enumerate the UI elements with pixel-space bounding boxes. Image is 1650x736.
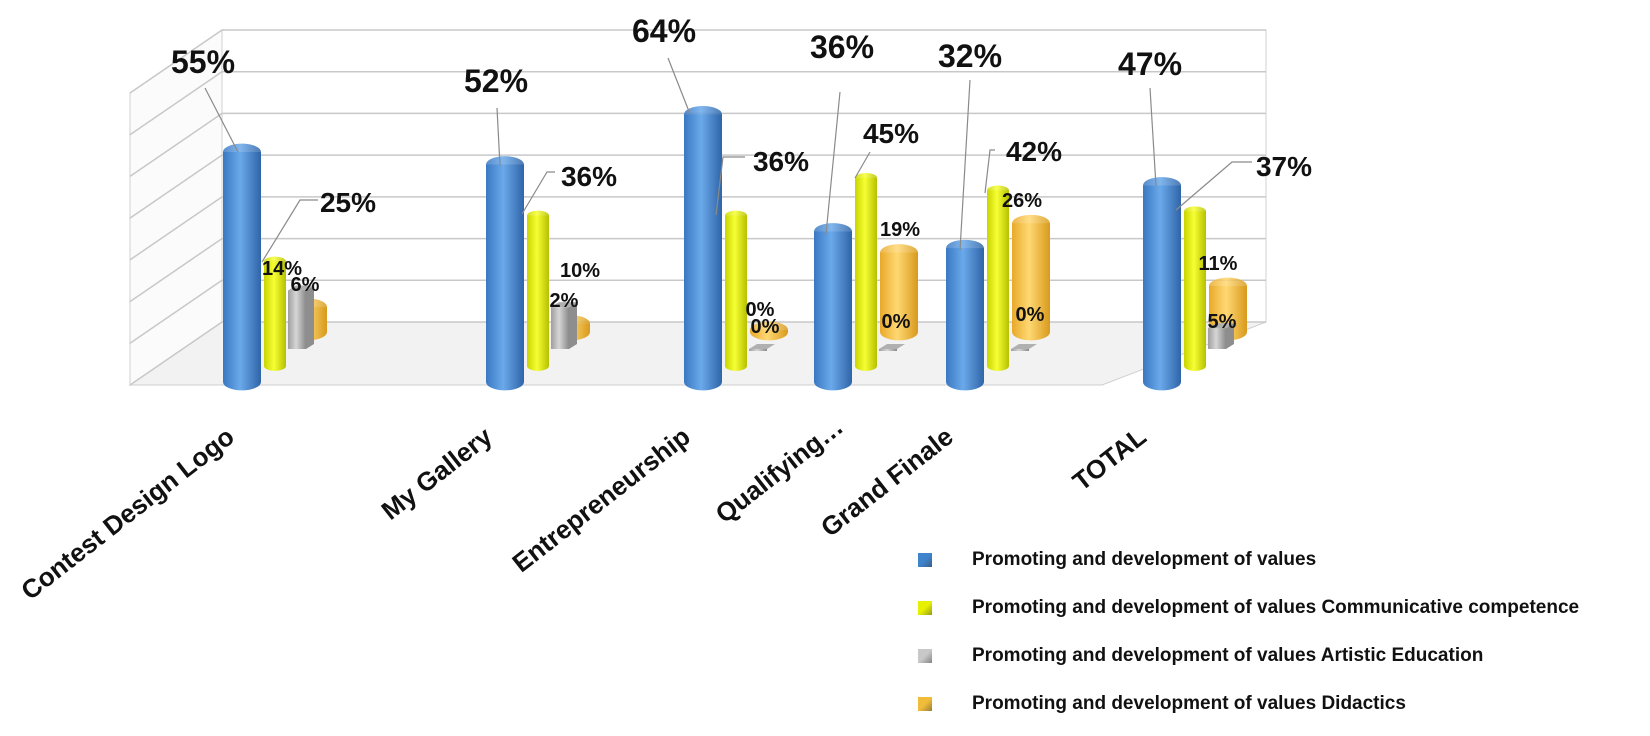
data-label-0-4: 32% <box>938 38 1002 74</box>
bar-2-4 <box>1011 344 1037 351</box>
data-label-2-1: 10% <box>560 260 600 282</box>
legend-swatch <box>918 553 932 567</box>
leader-line <box>496 107 501 167</box>
side-gridline <box>129 71 223 136</box>
bar-1-1 <box>527 210 549 371</box>
leader-line <box>521 171 555 215</box>
bar-3-4 <box>1012 214 1050 341</box>
leader-line <box>1175 161 1252 211</box>
leader-line <box>825 91 841 235</box>
data-label-1-1: 36% <box>561 161 617 192</box>
data-label-3-5: 11% <box>1199 253 1238 275</box>
data-label-0-2: 64% <box>632 13 696 49</box>
category-label: Entrepreneurship <box>506 421 695 578</box>
bar-2-5 <box>1208 323 1234 349</box>
data-label-1-4: 42% <box>1006 136 1062 167</box>
bar-1-5 <box>1184 206 1206 371</box>
leader-line <box>204 87 239 153</box>
leader-line <box>1149 87 1157 187</box>
legend-swatch <box>918 697 932 711</box>
leader-line <box>959 79 971 251</box>
legend: Promoting and development of values Promo… <box>918 536 1579 728</box>
data-label-2-5: 5% <box>1208 311 1237 333</box>
bar-3-3 <box>880 244 918 341</box>
legend-item: Promoting and development of values Comm… <box>918 584 1579 632</box>
bar-1-4 <box>987 185 1009 371</box>
side-gridline <box>129 321 223 386</box>
side-gridline <box>129 196 223 261</box>
bar-1-3 <box>855 172 877 371</box>
category-label: TOTAL <box>1067 421 1152 497</box>
data-label-0-3: 36% <box>810 29 874 65</box>
bar-2-2 <box>749 344 775 351</box>
bar-0-0 <box>223 143 261 391</box>
side-gridline <box>129 112 223 178</box>
leader-line <box>854 151 871 179</box>
bar-1-0 <box>264 256 286 371</box>
data-label-3-4: 26% <box>1002 190 1042 212</box>
bar-2-3 <box>879 344 905 351</box>
side-gridline <box>129 279 223 344</box>
legend-label: Promoting and development of values Arti… <box>972 645 1484 666</box>
data-label-1-0: 25% <box>320 187 376 218</box>
data-label-1-5: 37% <box>1256 151 1312 182</box>
data-label-3-1: 2% <box>550 290 579 312</box>
bar-2-0 <box>288 285 314 349</box>
bar-1-2 <box>725 210 747 371</box>
data-label-0-0: 55% <box>171 44 235 80</box>
bar-0-2 <box>684 106 722 391</box>
data-label-3-0: 6% <box>291 274 320 296</box>
legend-swatch <box>918 649 932 663</box>
bar-0-4 <box>946 239 984 391</box>
bar-0-5 <box>1143 177 1181 391</box>
leader-line <box>261 199 318 263</box>
bar-0-3 <box>814 223 852 391</box>
side-gridline <box>129 154 223 219</box>
legend-swatch <box>918 601 932 615</box>
data-label-1-3: 45% <box>863 118 919 149</box>
bar-0-1 <box>486 156 524 391</box>
data-label-2-3: 0% <box>882 311 911 333</box>
data-label-3-3: 19% <box>880 219 920 241</box>
data-label-0-5: 47% <box>1118 46 1182 82</box>
data-label-0-1: 52% <box>464 63 528 99</box>
leader-line <box>667 57 691 115</box>
data-label-3-2: 0% <box>746 299 775 321</box>
legend-label: Promoting and development of values <box>972 549 1317 570</box>
side-gridline <box>129 29 223 94</box>
legend-label: Promoting and development of values Dida… <box>972 693 1406 714</box>
legend-item: Promoting and development of values Arti… <box>918 632 1579 680</box>
legend-item: Promoting and development of values Dida… <box>918 680 1579 728</box>
leader-line <box>715 156 745 216</box>
leader-line <box>984 149 995 194</box>
data-label-2-0: 14% <box>262 258 302 280</box>
category-label: My Gallery <box>376 421 499 526</box>
category-label: Contest Design Logo <box>15 421 239 606</box>
data-label-2-4: 0% <box>1016 304 1045 326</box>
legend-item: Promoting and development of values <box>918 536 1579 584</box>
bar-3-2 <box>750 321 788 341</box>
side-gridline <box>129 237 223 303</box>
bar-2-1 <box>551 302 577 349</box>
legend-label: Promoting and development of values Comm… <box>972 597 1580 618</box>
data-label-1-2: 36% <box>753 146 809 177</box>
data-label-2-2: 0% <box>751 316 780 338</box>
